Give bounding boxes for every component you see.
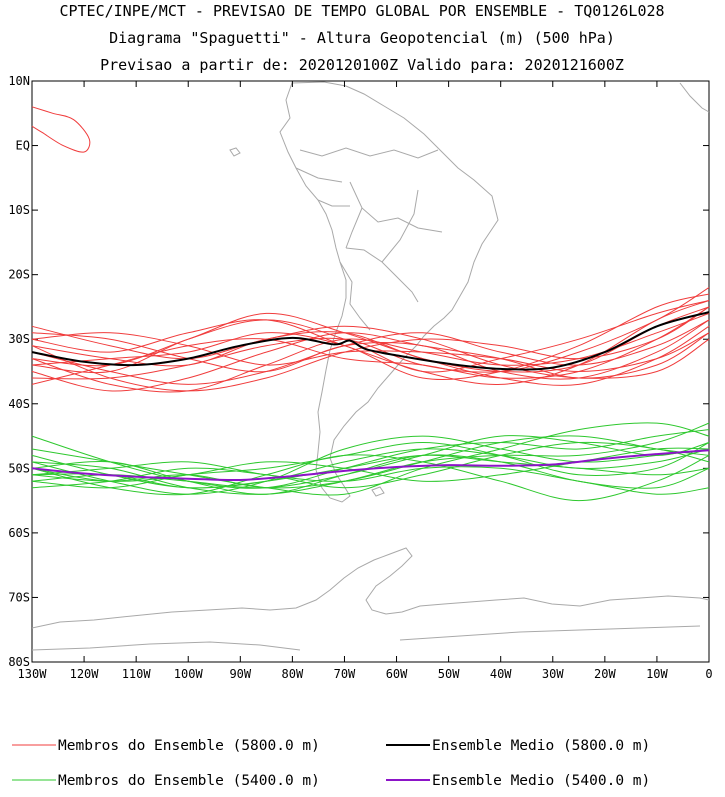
legend-label-members-5400: Membros do Ensemble (5400.0 m) [58,773,320,789]
x-tick-label: 110W [122,667,152,681]
x-axis-labels: 130W 120W 110W 100W 90W 80W 70W 60W 50W 40W 30W 20W… [18,667,713,681]
mean-5800-line [31,311,710,371]
african-coast-fragment [679,82,710,113]
y-tick-label: 60S [8,526,30,540]
legend: Membros do Ensemble (5800.0 m) Ensemble … [12,738,650,789]
galapagos-islands [229,147,241,157]
x-tick-label: 80W [282,667,304,681]
member-5800-line-8 [31,325,710,379]
member-5800-line-10 [31,312,710,386]
member-5800-line-12 [31,293,710,381]
mean-5400-line [31,449,710,482]
x-tick-label: 0 [705,667,712,681]
x-tick-label: 30W [542,667,564,681]
member-5400-line-5 [31,435,710,495]
antarctica-coast [31,547,710,629]
y-axis-labels: 10N EQ 10S 20S 30S 40S 50S 60S 70S 80S [8,74,30,669]
chart-validity: Previsao a partir de: 2020120100Z Valido… [100,56,624,74]
y-tick-label: 20S [8,268,30,282]
map-layer [31,81,710,651]
member-5400-line-4 [31,429,710,489]
y-tick-label: EQ [16,139,30,153]
x-tick-label: 100W [174,667,204,681]
member-5400-line-8 [31,461,710,495]
member-5800-line-6 [31,332,710,392]
x-tick-label: 50W [438,667,460,681]
plot-area [31,80,710,663]
y-tick-label: 40S [8,397,30,411]
member-5400-line-12 [31,447,710,482]
member-5400-line-9 [31,454,710,502]
member-5400-line-7 [31,422,710,496]
legend-label-mean-5800: Ensemble Medio (5800.0 m) [432,738,650,754]
member-5800-line-11 [31,306,710,392]
y-tick-label: 50S [8,461,30,475]
falkland-islands [371,486,385,497]
y-tick-label: 30S [8,332,30,346]
member-5800-closed-contour-0 [31,106,91,153]
member-5800-line-7 [31,319,710,385]
x-tick-label: 70W [334,667,356,681]
y-tick-label: 10N [8,74,30,88]
antarctic-ice-shelf [31,625,701,651]
chart-subtitle: Diagrama "Spaguetti" - Altura Geopotenci… [109,29,615,47]
y-tick-label: 70S [8,590,30,604]
south-america-borders [295,147,443,331]
legend-label-mean-5400: Ensemble Medio (5400.0 m) [432,773,650,789]
legend-label-members-5800: Membros do Ensemble (5800.0 m) [58,738,320,754]
x-tick-label: 90W [229,667,251,681]
x-tick-label: 20W [594,667,616,681]
x-tick-label: 10W [646,667,668,681]
member-5400-line-2 [31,454,710,495]
x-tick-label: 40W [490,667,512,681]
x-tick-label: 130W [18,667,48,681]
x-tick-label: 60W [386,667,408,681]
y-tick-label: 80S [8,655,30,669]
chart-title: CPTEC/INPE/MCT - PREVISAO DE TEMPO GLOBA… [59,2,664,20]
means-group [31,311,710,482]
members-5800-group [31,106,710,393]
member-5400-line-13 [31,454,710,489]
x-tick-label: 120W [70,667,100,681]
y-tick-label: 10S [8,203,30,217]
member-5800-line-5 [31,300,710,385]
member-5800-line-2 [31,319,710,380]
